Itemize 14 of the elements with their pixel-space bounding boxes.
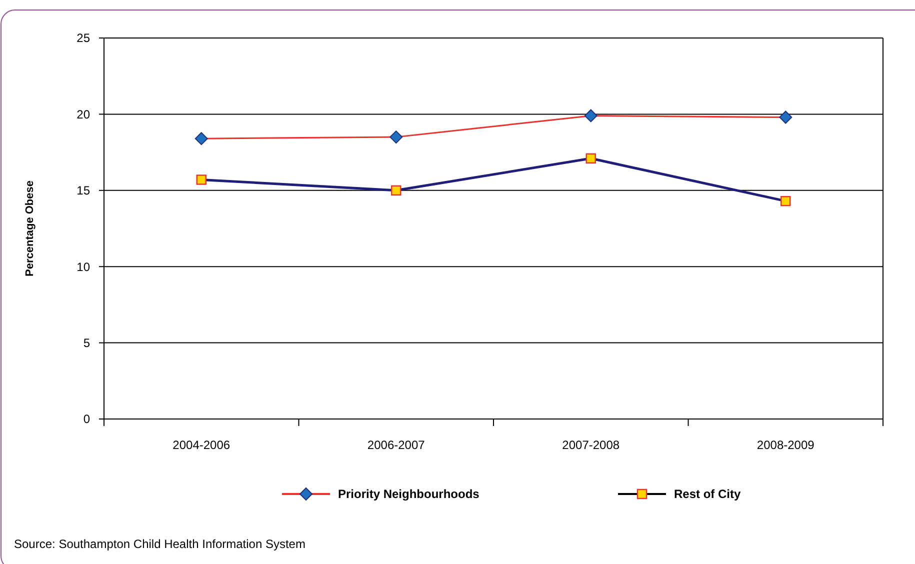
x-tick-label: 2008-2009 (756, 438, 815, 452)
legend-label: Rest of City (674, 487, 741, 502)
y-tick-label: 25 (76, 31, 90, 46)
y-tick-label: 20 (76, 107, 90, 122)
x-tick-label: 2007-2008 (562, 438, 620, 452)
y-axis-title: Percentage Obese (24, 180, 36, 276)
y-tick-label: 5 (83, 336, 90, 350)
y-tick-label: 0 (83, 412, 90, 426)
x-tick-label: 2006-2007 (367, 438, 426, 452)
y-tick-label: 15 (76, 184, 90, 198)
legend-label: Priority Neighbourhoods (338, 487, 480, 502)
source-note: Source: Southampton Child Health Information System (14, 537, 306, 551)
y-tick-label: 10 (76, 260, 90, 274)
x-tick-label: 2004-2006 (172, 438, 230, 452)
